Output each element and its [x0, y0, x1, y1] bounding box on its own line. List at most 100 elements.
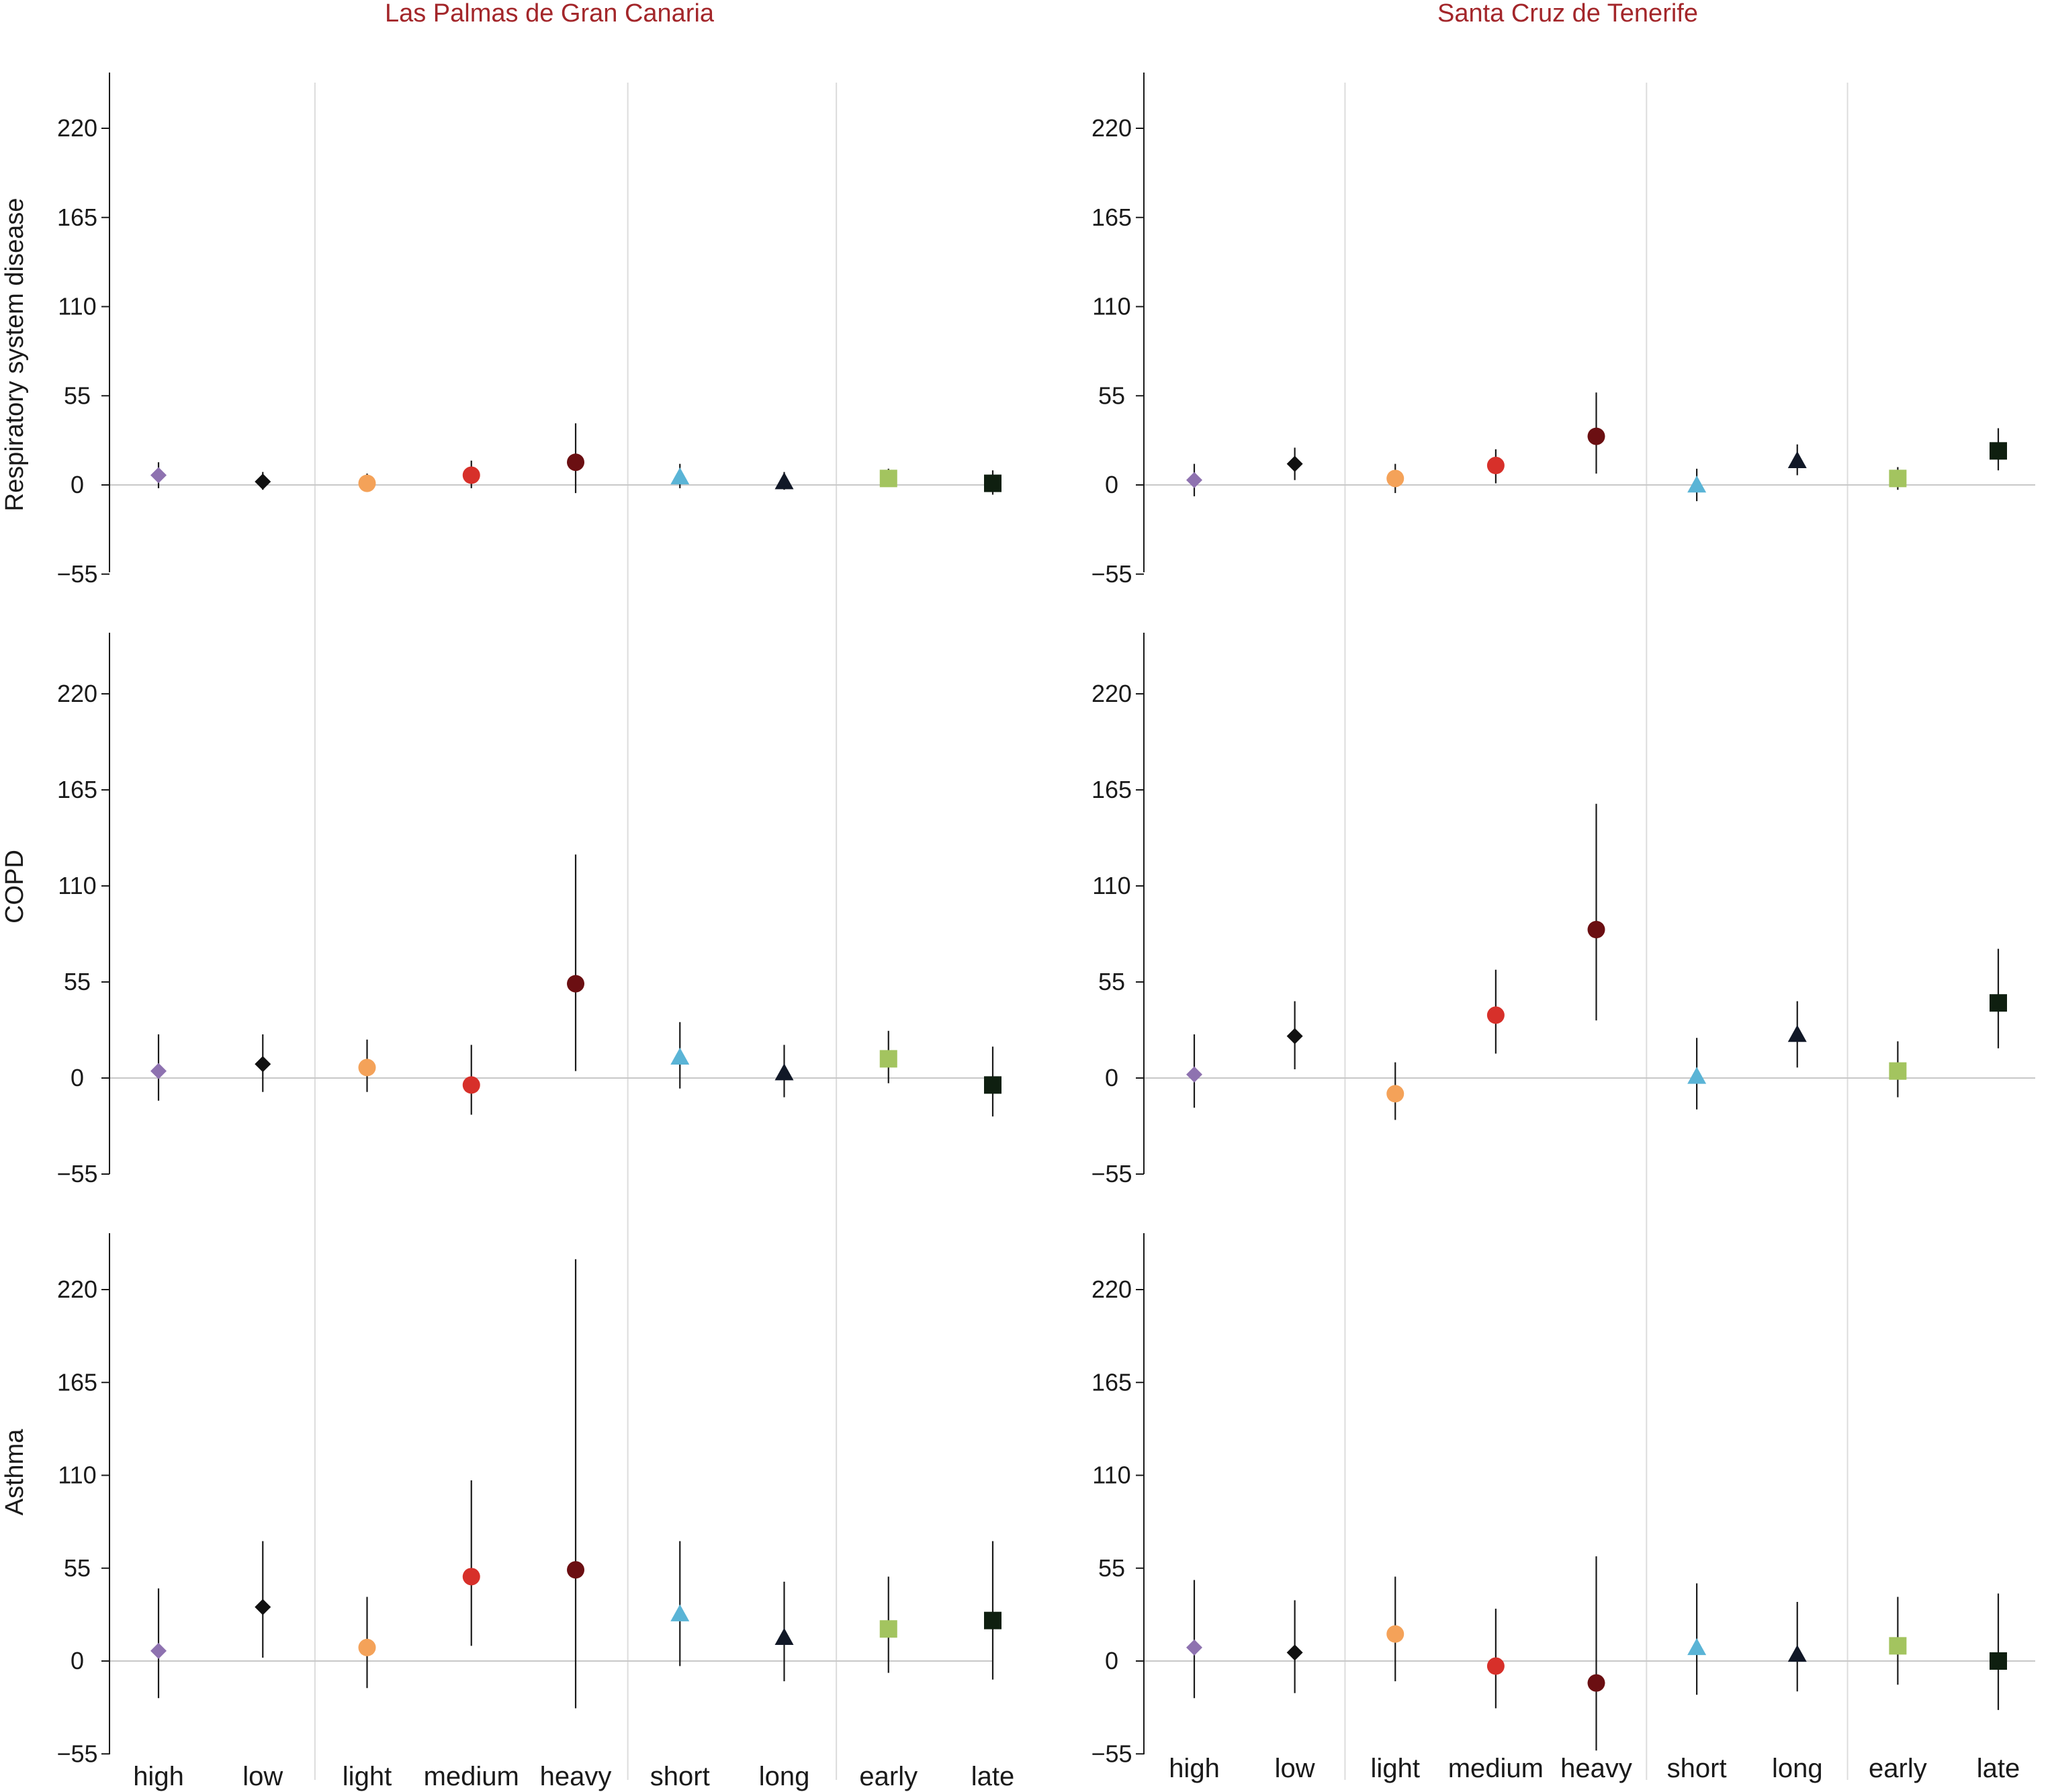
marker-circle [1486, 1657, 1505, 1675]
x-category-label-medium: medium [1448, 1754, 1544, 1783]
marker-circle [462, 1568, 480, 1586]
marker-circle [358, 474, 376, 492]
x-category-label-light: light [343, 1762, 392, 1791]
y-tick-label: 0 [1105, 1647, 1118, 1674]
x-category-label-late: late [971, 1762, 1015, 1791]
y-tick-label: 165 [57, 776, 97, 803]
marker-diamond [1186, 472, 1202, 488]
marker-diamond [1286, 455, 1303, 472]
column-title-santa-cruz: Santa Cruz de Tenerife [1437, 0, 1698, 28]
marker-diamond [1286, 1028, 1303, 1044]
y-tick-label: 0 [71, 1647, 84, 1674]
y-tick-label: −55 [1091, 1160, 1132, 1188]
marker-triangle [774, 1627, 794, 1646]
marker-circle [567, 975, 584, 993]
x-category-label-light: light [1371, 1754, 1420, 1783]
y-tick-label: 0 [71, 1064, 84, 1091]
titles-layer: Las Palmas de Gran Canaria Santa Cruz de… [1, 0, 1698, 1515]
y-tick-label: 0 [1105, 1064, 1118, 1091]
y-tick-label: 165 [1091, 204, 1132, 231]
column-title-las-palmas: Las Palmas de Gran Canaria [385, 0, 715, 28]
marker-diamond [1186, 1066, 1202, 1083]
y-tick-label: 220 [1091, 1275, 1132, 1303]
y-tick-label: 220 [57, 1275, 97, 1303]
marker-circle [1486, 1006, 1505, 1024]
marker-diamond [255, 1599, 271, 1615]
y-tick-label: 0 [71, 471, 84, 498]
marker-diamond [150, 1063, 167, 1079]
marker-square [879, 1620, 897, 1638]
marker-triangle [670, 467, 690, 485]
panel-r2-c1: −55 0 55 110 165 220 high low light medium heavy sh… [1091, 1233, 2035, 1783]
panel-r1-c0: −55 0 55 110 165 220 [56, 633, 1001, 1188]
marker-square [1889, 1637, 1907, 1655]
marker-diamond [1186, 1639, 1202, 1656]
marker-circle [1587, 921, 1605, 938]
x-category-label-low: low [242, 1762, 283, 1791]
y-tick-label: 110 [58, 1462, 96, 1489]
x-category-label-heavy: heavy [1560, 1754, 1632, 1783]
marker-triangle [1687, 1067, 1707, 1084]
x-category-label-short: short [650, 1762, 710, 1791]
panel-r1-c1: −55 0 55 110 165 220 [1091, 633, 2035, 1188]
marker-triangle [774, 1063, 794, 1081]
marker-circle [567, 453, 584, 472]
marker-circle [1587, 1674, 1605, 1692]
marker-triangle [1787, 1644, 1807, 1662]
y-tick-label: 110 [1092, 1462, 1130, 1489]
row-label-respiratory: Respiratory system disease [1, 198, 29, 512]
y-tick-label: 110 [1092, 872, 1130, 899]
x-category-label-early: early [859, 1762, 918, 1791]
marker-square [1889, 1062, 1907, 1080]
y-tick-label: 55 [64, 382, 91, 409]
marker-circle [1587, 427, 1605, 445]
marker-diamond [255, 474, 271, 490]
marker-triangle [670, 1047, 690, 1065]
marker-circle [1386, 469, 1405, 488]
marker-circle [1386, 1625, 1405, 1643]
marker-triangle [670, 1604, 690, 1621]
marker-square [879, 1050, 897, 1068]
marker-diamond [255, 1056, 271, 1073]
marker-diamond [1286, 1644, 1303, 1661]
panel-r0-c0: −55 0 55 110 165 220 [56, 73, 1001, 588]
marker-circle [462, 466, 480, 484]
panels-layer: −55 0 55 110 165 220 −55 0 55 110 165 220 −55 0 55 110 1… [56, 73, 2035, 1791]
y-tick-label: 55 [64, 968, 91, 995]
x-category-label-low: low [1275, 1754, 1315, 1783]
x-category-label-short: short [1667, 1754, 1727, 1783]
x-category-label-early: early [1869, 1754, 1927, 1783]
marker-diamond [150, 1642, 167, 1659]
y-tick-label: 0 [1105, 471, 1118, 498]
y-tick-label: 55 [1098, 968, 1125, 995]
marker-circle [462, 1076, 480, 1094]
y-tick-label: 220 [1091, 680, 1132, 707]
y-tick-label: 110 [58, 872, 96, 899]
row-label-copd: COPD [1, 850, 29, 924]
y-tick-label: 165 [1091, 1368, 1132, 1396]
y-tick-label: −55 [1091, 560, 1132, 588]
x-category-label-heavy: heavy [540, 1762, 612, 1791]
y-tick-label: 165 [1091, 776, 1132, 803]
marker-triangle [1687, 1638, 1707, 1656]
y-tick-label: 55 [1098, 1554, 1125, 1582]
y-tick-label: 165 [57, 1368, 97, 1396]
y-tick-label: 220 [57, 114, 97, 142]
x-category-label-high: high [1169, 1754, 1220, 1783]
y-tick-label: 220 [1091, 114, 1132, 142]
x-category-label-late: late [1977, 1754, 2020, 1783]
marker-square [984, 1076, 1001, 1094]
y-tick-label: −55 [56, 1740, 97, 1767]
marker-triangle [1787, 451, 1807, 468]
y-tick-label: 55 [64, 1554, 91, 1582]
marker-circle [1386, 1085, 1405, 1103]
marker-circle [1486, 457, 1505, 475]
y-tick-label: −55 [1091, 1740, 1132, 1767]
marker-square [1990, 1652, 2007, 1670]
marker-triangle [1687, 476, 1707, 493]
marker-square [1889, 469, 1907, 488]
y-tick-label: 165 [57, 204, 97, 231]
marker-circle [358, 1638, 376, 1656]
panel-r0-c1: −55 0 55 110 165 220 [1091, 73, 2035, 588]
